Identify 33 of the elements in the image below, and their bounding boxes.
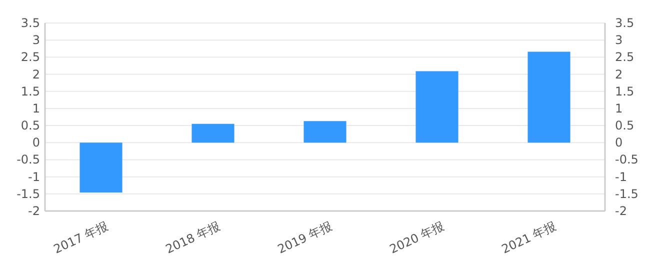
x-tick-label: 2020 年报	[387, 219, 446, 256]
y2-tick-label: 0.5	[615, 118, 634, 133]
y2-tick-label: 3	[615, 33, 623, 48]
y2-tick-label: 0	[615, 136, 623, 150]
bar	[528, 52, 570, 143]
y2-tick-label: 1	[615, 101, 623, 116]
y-tick-label: -2	[28, 204, 40, 218]
y-tick-label: -0.5	[16, 152, 40, 167]
y-tick-label: -1.5	[16, 186, 40, 201]
bar	[304, 121, 346, 143]
x-tick-label: 2018 年报	[163, 219, 222, 256]
y-tick-label: -1	[28, 170, 40, 184]
bar	[80, 142, 122, 193]
y2-tick-label: 1.5	[615, 84, 634, 98]
y2-tick-label: -1	[615, 170, 627, 184]
y2-tick-label: -2	[615, 204, 627, 218]
y-tick-label: 3.5	[20, 16, 40, 30]
y-tick-label: 1	[32, 101, 40, 116]
y-tick-label: 2.5	[20, 50, 40, 64]
y-tick-label: 3	[32, 33, 40, 48]
x-tick-label: 2021 年报	[499, 219, 558, 256]
y-tick-label: 0.5	[20, 118, 40, 133]
y2-tick-label: 2	[615, 67, 623, 82]
y-tick-label: 1.5	[20, 84, 40, 98]
x-tick-label: 2019 年报	[275, 219, 334, 256]
y2-tick-label: 3.5	[615, 16, 634, 30]
y-tick-label: 2	[32, 67, 40, 82]
y2-tick-label: -1.5	[615, 186, 638, 201]
y2-tick-label: -0.5	[615, 152, 638, 167]
bar	[192, 124, 234, 143]
y-tick-label: 0	[32, 136, 40, 150]
bar	[416, 71, 458, 143]
y2-tick-label: 2.5	[615, 50, 634, 64]
